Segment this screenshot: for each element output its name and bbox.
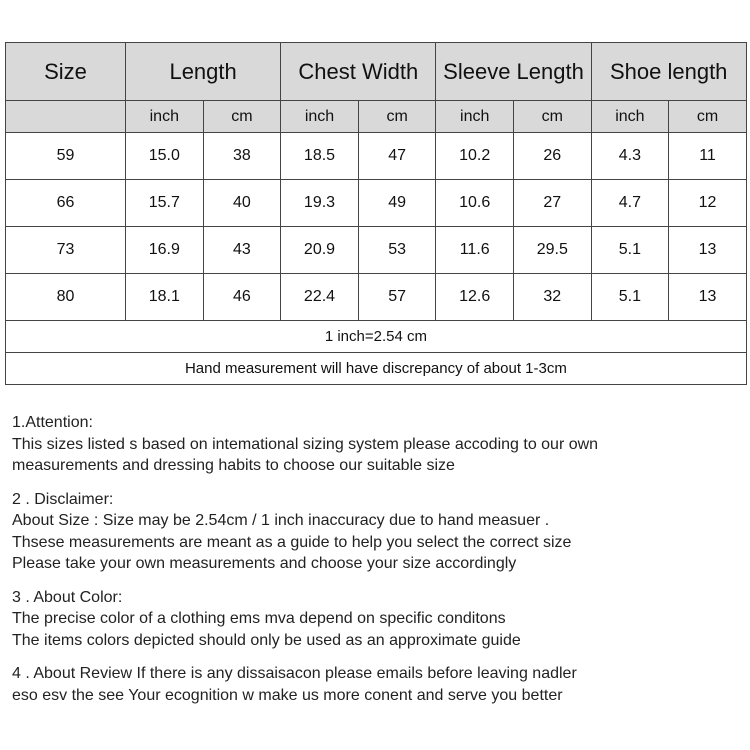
unit-cell: cm (202, 100, 282, 133)
table-cell: 12.6 (435, 273, 514, 321)
table-cell: 22.4 (280, 273, 359, 321)
table-cell: 29.5 (513, 226, 592, 274)
table-cell: 5.1 (590, 226, 670, 274)
table-cell: 49 (357, 179, 437, 227)
unit-cell: cm (513, 100, 592, 133)
note-block: 3 . About Color: The precise color of a c… (12, 587, 598, 652)
table-cell: 80 (5, 273, 126, 321)
note-line: The items colors depicted should only be… (12, 631, 521, 649)
note-line: Please take your own measurements and ch… (12, 555, 517, 572)
note-line: About Size : Size may be 2.54cm / 1 inch… (12, 512, 550, 529)
table-cell: 13 (668, 273, 747, 321)
note-title: 4 . About Review If there is any dissais… (12, 665, 577, 682)
header-shoe-length: Shoe length (590, 42, 747, 101)
unit-cell: inch (125, 100, 204, 133)
table-cell: 53 (357, 226, 437, 274)
note-line: eso esv the see Your ecognition w make u… (12, 686, 563, 704)
table-row: 59 15.0 38 18.5 47 10.2 26 4.3 11 (5, 132, 747, 180)
table-row: 80 18.1 46 22.4 57 12.6 32 5.1 13 (5, 273, 747, 321)
header-sleeve-length: Sleeve Length (435, 42, 592, 101)
unit-cell: cm (668, 100, 747, 133)
table-cell: 15.7 (125, 179, 204, 227)
table-cell: 5.1 (590, 273, 670, 321)
conversion-note: 1 inch=2.54 cm (5, 320, 747, 353)
table-cell: 13 (668, 226, 747, 274)
note-block: 1.Attention: This sizes listed s based on… (12, 412, 598, 477)
note-title: 3 . About Color: (12, 588, 123, 606)
table-row: 66 15.7 40 19.3 49 10.6 27 4.7 12 (5, 179, 747, 227)
note-block: 4 . About Review If there is any dissais… (12, 663, 598, 706)
unit-cell: inch (280, 100, 359, 133)
table-cell: 16.9 (125, 226, 204, 274)
notes-section: 1.Attention: This sizes listed s based on… (12, 412, 598, 718)
table-cell: 4.3 (590, 132, 670, 180)
header-row: Size Length Chest Width Sleeve Length Sh… (5, 42, 747, 101)
table-cell: 4.7 (590, 179, 670, 227)
note-title: 1.Attention: (12, 414, 93, 431)
conversion-row: 1 inch=2.54 cm (5, 320, 747, 353)
table-cell: 47 (357, 132, 437, 180)
table-cell: 57 (357, 273, 437, 321)
header-size: Size (5, 42, 126, 101)
table-cell: 46 (202, 273, 282, 321)
note-line: measurements and dressing habits to choo… (12, 457, 455, 474)
table-cell: 59 (5, 132, 126, 180)
header-chest-width: Chest Width (280, 42, 437, 101)
table-cell: 10.2 (435, 132, 514, 180)
table-cell: 15.0 (125, 132, 204, 180)
table-cell: 26 (513, 132, 592, 180)
table-cell: 10.6 (435, 179, 514, 227)
note-title: 2 . Disclaimer: (12, 490, 114, 508)
table-cell: 11.6 (435, 226, 514, 274)
size-chart-table: Size Length Chest Width Sleeve Length Sh… (5, 42, 747, 385)
table-cell: 40 (202, 179, 282, 227)
table-cell: 43 (202, 226, 282, 274)
note-line: This sizes listed s based on intemationa… (12, 435, 599, 453)
table-cell: 38 (202, 132, 282, 180)
table-cell: 32 (513, 273, 592, 321)
measurement-note: Hand measurement will have discrepancy o… (5, 352, 747, 385)
unit-cell: inch (590, 100, 670, 133)
unit-cell: inch (435, 100, 514, 133)
note-line: The precise color of a clothing ems mva … (12, 610, 506, 627)
table-row: 73 16.9 43 20.9 53 11.6 29.5 5.1 13 (5, 226, 747, 274)
note-block: 2 . Disclaimer: About Size : Size may be … (12, 489, 598, 575)
table-cell: 18.1 (125, 273, 204, 321)
table-cell: 73 (5, 226, 126, 274)
header-length: Length (124, 42, 282, 101)
unit-cell-empty (5, 100, 126, 133)
table-cell: 18.5 (280, 132, 359, 180)
table-cell: 66 (5, 179, 126, 227)
table-cell: 11 (668, 132, 747, 180)
unit-row: inch cm inch cm inch cm inch cm (5, 100, 747, 133)
unit-cell: cm (357, 100, 437, 133)
table-cell: 20.9 (280, 226, 359, 274)
measurement-note-row: Hand measurement will have discrepancy o… (5, 352, 747, 385)
table-cell: 19.3 (280, 179, 359, 227)
table-cell: 12 (668, 179, 747, 227)
table-cell: 27 (513, 179, 592, 227)
note-line: Thsese measurements are meant as a guide… (12, 533, 572, 551)
